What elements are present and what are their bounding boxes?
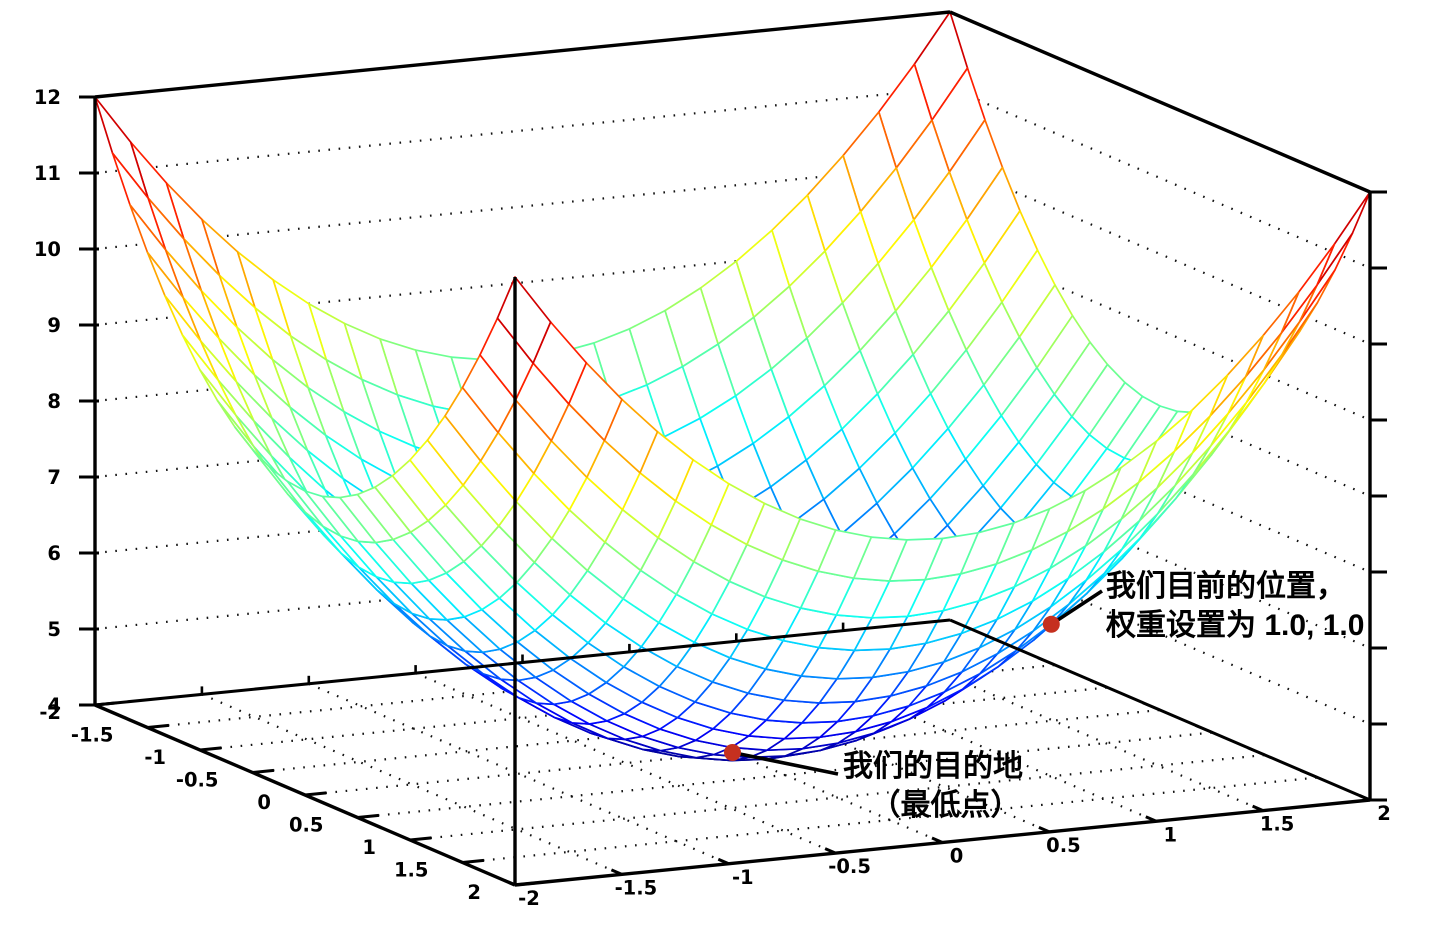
svg-text:12: 12: [34, 86, 61, 109]
annotation-destination: 我们的目的地 （最低点）: [843, 747, 1048, 825]
marker-dot: [724, 744, 741, 761]
svg-text:1: 1: [1164, 823, 1178, 846]
svg-text:2: 2: [467, 881, 481, 904]
svg-text:0.5: 0.5: [1046, 834, 1081, 857]
svg-text:1.5: 1.5: [1260, 813, 1295, 836]
annotation-destination-line1: 我们的目的地: [843, 750, 1023, 783]
svg-text:0.5: 0.5: [289, 814, 324, 837]
svg-text:10: 10: [34, 238, 61, 261]
svg-text:-0.5: -0.5: [176, 769, 219, 792]
annotation-destination-line2: （最低点）: [870, 789, 1021, 822]
annotation-current-position-line2: 权重设置为 1.0, 1.0: [1106, 609, 1365, 642]
svg-text:9: 9: [47, 314, 61, 337]
svg-text:-2: -2: [518, 887, 540, 910]
svg-text:5: 5: [47, 618, 61, 641]
svg-text:11: 11: [34, 162, 61, 185]
svg-text:1: 1: [362, 836, 376, 859]
svg-text:1.5: 1.5: [394, 859, 429, 882]
marker-dot: [1042, 615, 1060, 633]
svg-text:7: 7: [47, 466, 61, 489]
svg-text:0: 0: [257, 791, 271, 814]
svg-text:-1: -1: [144, 746, 166, 769]
svg-text:-0.5: -0.5: [828, 855, 871, 878]
annotation-current-position: 我们目前的位置， 权重设置为 1.0, 1.0: [1106, 567, 1364, 645]
svg-text:-1: -1: [732, 866, 754, 889]
annotation-current-position-line1: 我们目前的位置，: [1106, 570, 1346, 603]
svg-text:-1.5: -1.5: [71, 724, 114, 747]
svg-text:2: 2: [1377, 802, 1391, 825]
svg-text:6: 6: [47, 542, 61, 565]
svg-text:-2: -2: [39, 701, 61, 724]
svg-text:4: 4: [47, 694, 61, 717]
svg-text:-1.5: -1.5: [615, 876, 658, 899]
svg-text:8: 8: [47, 390, 61, 413]
svg-text:0: 0: [950, 845, 964, 868]
